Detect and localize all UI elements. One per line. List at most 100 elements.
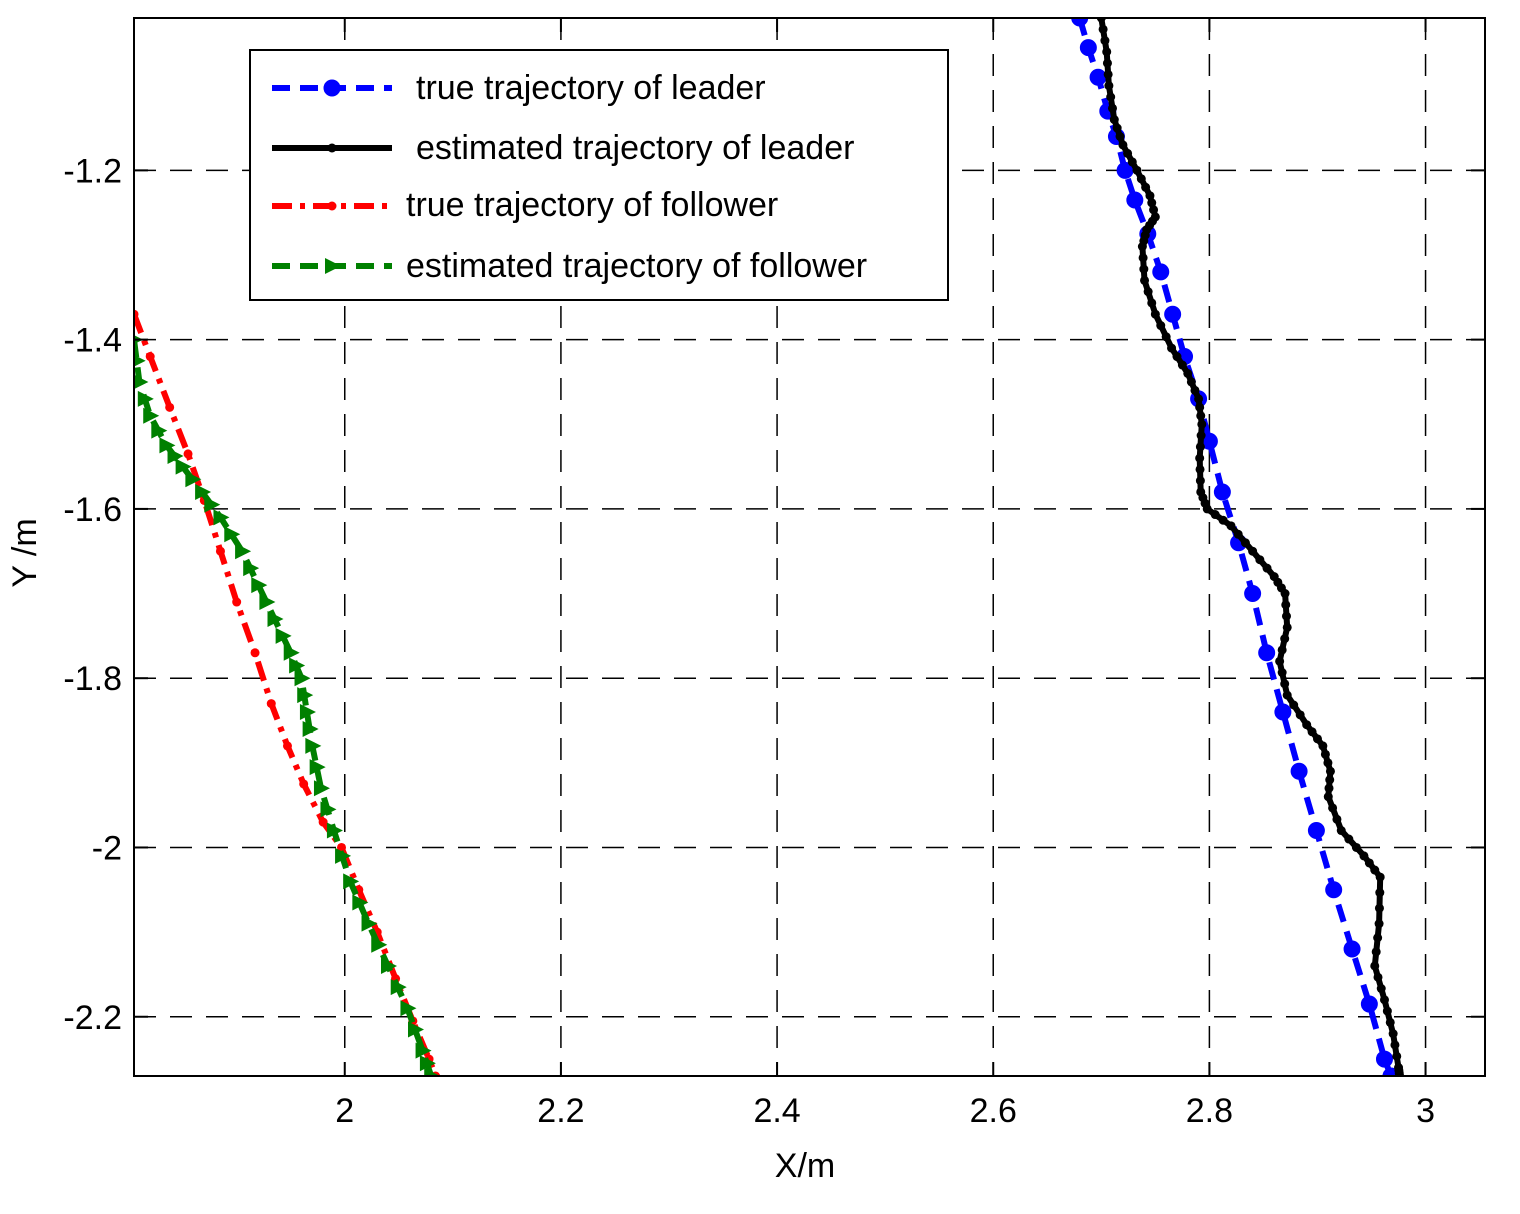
data-point (1277, 668, 1287, 678)
data-point (1152, 263, 1170, 281)
data-point (1137, 242, 1147, 252)
data-point (1104, 81, 1114, 91)
data-point (1388, 1029, 1398, 1039)
data-point (1149, 205, 1159, 215)
data-point (1190, 385, 1200, 395)
y-tick-label: -1.6 (63, 491, 122, 529)
data-point (204, 496, 221, 513)
legend: true trajectory of leader estimated traj… (249, 49, 949, 301)
data-point (1196, 411, 1206, 421)
data-point (259, 594, 276, 611)
data-point (318, 817, 328, 827)
data-point (1320, 749, 1330, 759)
data-point (1281, 600, 1291, 610)
data-point (267, 610, 284, 627)
data-point (1295, 710, 1305, 720)
data-point (134, 354, 146, 367)
legend-sample-marker (327, 201, 337, 211)
data-point (1307, 822, 1325, 840)
tick-labels: 2 2.2 2.4 2.6 2.8 3 -1.2 -1.4 -1.6 -1.8 -2 -2.2 (63, 152, 1435, 1130)
data-point (415, 1042, 432, 1059)
data-point (1150, 309, 1160, 319)
x-tick-label: 2.8 (1186, 1092, 1233, 1130)
data-point (419, 1055, 436, 1072)
data-point (1240, 538, 1250, 548)
data-point (1274, 703, 1292, 721)
data-point (1325, 881, 1343, 899)
data-point (1282, 690, 1292, 700)
data-point (1324, 783, 1334, 793)
data-point (1143, 287, 1153, 297)
data-point (337, 842, 347, 852)
legend-sample-marker (325, 258, 341, 274)
data-point (1138, 253, 1148, 263)
data-point (320, 801, 337, 818)
data-point (1218, 515, 1228, 525)
x-tick-label: 3 (1416, 1092, 1435, 1130)
data-point (352, 894, 369, 911)
data-point (1145, 191, 1155, 201)
data-point (1147, 298, 1157, 308)
data-point (424, 1068, 441, 1076)
data-point (1109, 115, 1119, 125)
data-point (1343, 940, 1361, 958)
data-point (1115, 131, 1125, 141)
data-point (151, 422, 168, 439)
data-point (1244, 585, 1262, 603)
data-point (1262, 563, 1272, 573)
data-point (183, 449, 193, 459)
data-point (1103, 69, 1113, 79)
data-point (1195, 402, 1205, 412)
data-point (1112, 123, 1122, 133)
data-point (1102, 47, 1112, 57)
data-point (1351, 842, 1361, 852)
x-tick-label: 2.4 (753, 1092, 800, 1130)
data-point (1132, 165, 1142, 175)
data-point (224, 526, 241, 543)
data-point (134, 309, 139, 319)
data-point (1202, 504, 1212, 514)
data-point (1161, 332, 1171, 342)
data-point (1318, 741, 1328, 751)
data-point (380, 957, 397, 974)
data-point (1374, 903, 1384, 913)
data-point (215, 546, 225, 556)
data-point (1282, 622, 1292, 632)
data-point (1136, 174, 1146, 184)
data-point (1096, 18, 1106, 23)
data-point (1392, 1051, 1402, 1061)
data-point (1390, 1040, 1400, 1050)
x-tick-label: 2.6 (970, 1092, 1017, 1130)
y-tick-label: -2.2 (63, 999, 122, 1037)
data-point (1371, 947, 1381, 957)
data-point (175, 458, 192, 475)
data-point (1213, 483, 1231, 501)
x-tick-label: 2.2 (537, 1092, 584, 1130)
data-point (1226, 521, 1236, 531)
y-tick-label: -2 (92, 829, 122, 867)
data-point (1280, 634, 1290, 644)
data-point (266, 699, 276, 709)
data-point (1325, 766, 1335, 776)
data-point (1089, 68, 1107, 86)
data-point (1210, 510, 1220, 520)
data-point (294, 670, 311, 687)
data-point (1195, 476, 1205, 486)
data-point (213, 509, 230, 526)
data-point (1102, 58, 1112, 68)
data-point (159, 437, 176, 454)
data-point (1100, 36, 1110, 46)
data-point (1277, 645, 1287, 655)
data-point (1280, 589, 1290, 599)
data-point (299, 704, 316, 721)
data-point (1325, 775, 1335, 785)
data-point (251, 577, 268, 594)
data-point (1385, 1017, 1395, 1027)
data-point (297, 687, 314, 704)
data-point (1370, 865, 1380, 875)
data-point (1373, 972, 1383, 982)
data-point (299, 779, 309, 789)
data-point (1289, 700, 1299, 710)
data-point (1344, 834, 1354, 844)
